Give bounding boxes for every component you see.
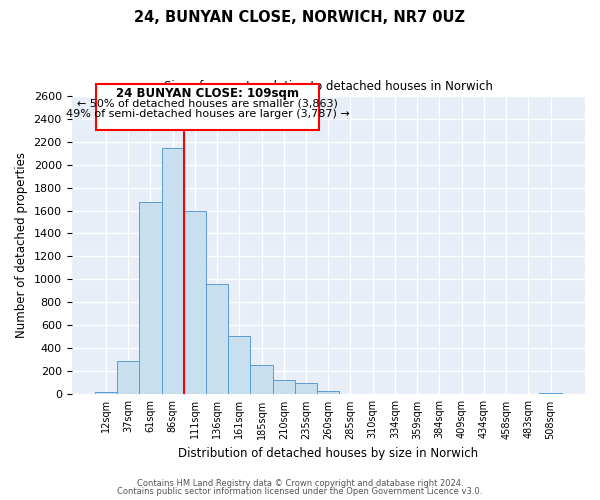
- Text: Contains HM Land Registry data © Crown copyright and database right 2024.: Contains HM Land Registry data © Crown c…: [137, 478, 463, 488]
- Bar: [539, 393, 562, 394]
- Text: ← 50% of detached houses are smaller (3,863): ← 50% of detached houses are smaller (3,…: [77, 98, 338, 108]
- Bar: [161, 148, 184, 394]
- Bar: [228, 336, 250, 394]
- Bar: [272, 380, 295, 394]
- Bar: [117, 360, 139, 394]
- Bar: [295, 383, 317, 394]
- Text: Contains public sector information licensed under the Open Government Licence v3: Contains public sector information licen…: [118, 487, 482, 496]
- Bar: [206, 284, 228, 395]
- Bar: [184, 210, 206, 394]
- Title: Size of property relative to detached houses in Norwich: Size of property relative to detached ho…: [164, 80, 493, 93]
- Text: 49% of semi-detached houses are larger (3,787) →: 49% of semi-detached houses are larger (…: [66, 109, 350, 119]
- Bar: [250, 365, 272, 394]
- Bar: [317, 391, 340, 394]
- Bar: [96, 84, 319, 130]
- Y-axis label: Number of detached properties: Number of detached properties: [15, 152, 28, 338]
- Text: 24, BUNYAN CLOSE, NORWICH, NR7 0UZ: 24, BUNYAN CLOSE, NORWICH, NR7 0UZ: [134, 10, 466, 25]
- Bar: [95, 392, 117, 394]
- Text: 24 BUNYAN CLOSE: 109sqm: 24 BUNYAN CLOSE: 109sqm: [116, 88, 299, 101]
- X-axis label: Distribution of detached houses by size in Norwich: Distribution of detached houses by size …: [178, 447, 478, 460]
- Bar: [139, 202, 161, 394]
